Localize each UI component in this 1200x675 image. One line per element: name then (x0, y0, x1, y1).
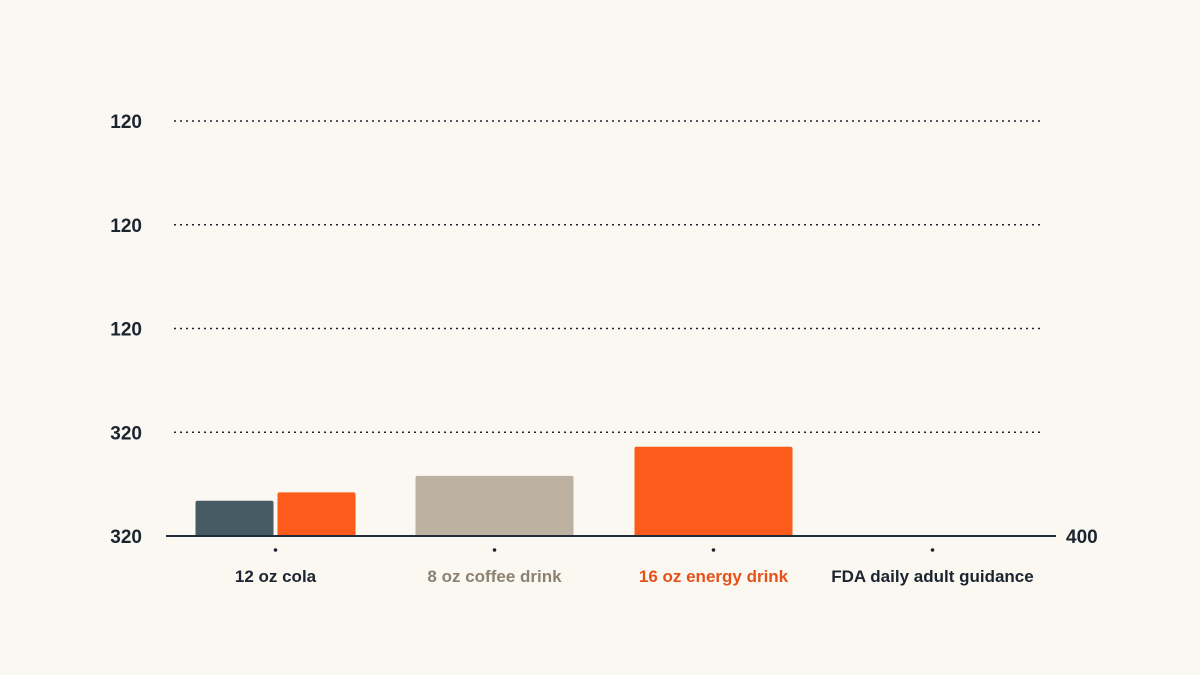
y-tick-label: 320 (110, 527, 142, 548)
x-tick-mark (930, 548, 935, 552)
y-tick-label: 120 (110, 216, 142, 237)
x-tick-mark (273, 548, 278, 552)
x-axis-ticks (273, 548, 935, 552)
y-tick-label: 120 (110, 112, 142, 133)
x-category-label: FDA daily adult guidance (831, 567, 1033, 586)
x-tick-mark (711, 548, 716, 552)
y-tick-label: 120 (110, 320, 142, 341)
bars (195, 446, 793, 536)
right-axis-label: 400 (1066, 527, 1098, 548)
bar (415, 475, 574, 536)
x-category-label: 16 oz energy drink (639, 567, 789, 586)
gridlines (174, 120, 1042, 434)
x-tick-mark (492, 548, 497, 552)
x-axis-labels: 12 oz cola 8 oz coffee drink 16 oz energy … (235, 567, 1034, 586)
bar (195, 500, 274, 536)
y-tick-label: 320 (110, 423, 142, 444)
x-category-label: 8 oz coffee drink (427, 567, 562, 586)
bar (634, 446, 793, 536)
bar (277, 492, 356, 536)
x-category-label: 12 oz cola (235, 567, 317, 586)
y-axis-tick-labels: 320 320 120 120 120 (110, 112, 142, 548)
